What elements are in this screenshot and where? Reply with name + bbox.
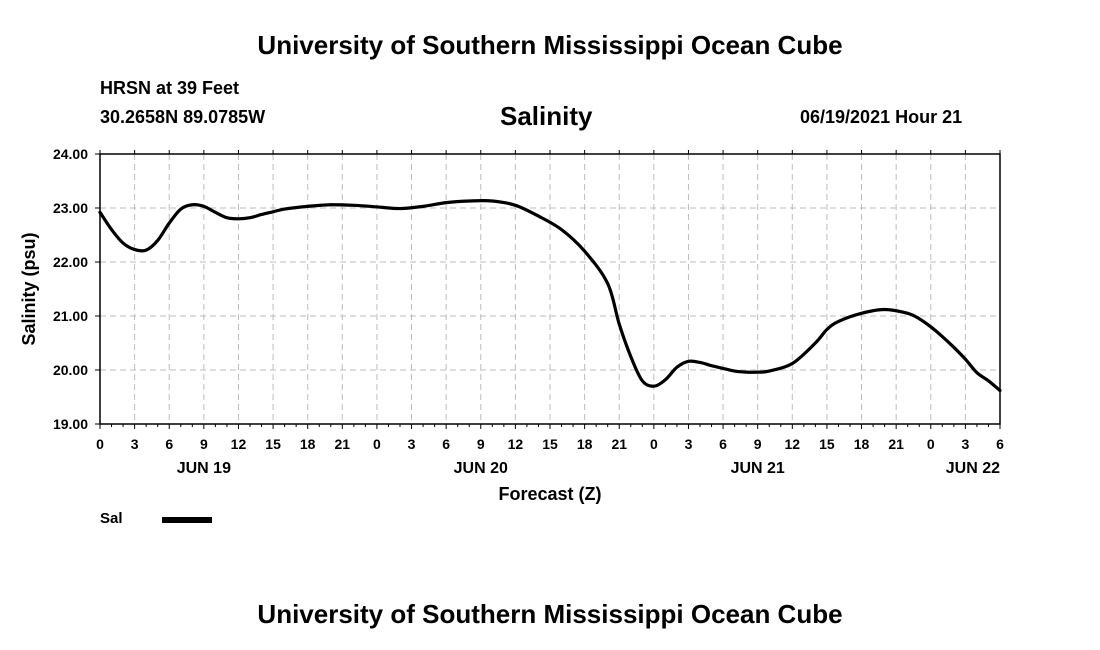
- x-tick-label: 6: [996, 436, 1004, 452]
- x-tick-label: 18: [577, 436, 593, 452]
- y-tick-label: 23.00: [53, 200, 88, 216]
- x-tick-label: 21: [611, 436, 627, 452]
- x-tick-label: 0: [927, 436, 935, 452]
- x-tick-label: 0: [96, 436, 104, 452]
- station-label: HRSN at 39 Feet: [100, 78, 240, 98]
- x-tick-label: 15: [265, 436, 281, 452]
- coordinates-label: 30.2658N 89.0785W: [100, 107, 266, 127]
- x-tick-label: 12: [785, 436, 801, 452]
- x-tick-label: 0: [650, 436, 658, 452]
- x-tick-label: 15: [819, 436, 835, 452]
- tick-labels: 0 3 6 9 12 15 18 21 0 3 6 9 12 15 18 21 0 3 6 9 12 15 18 21 0 3 6 1…: [53, 146, 1004, 477]
- x-tick-label: 9: [754, 436, 762, 452]
- salinity-series-line: [98, 198, 1002, 393]
- y-tick-label: 22.00: [53, 254, 88, 270]
- x-tick-label: 9: [477, 436, 485, 452]
- forecast-date: 06/19/2021 Hour 21: [800, 107, 963, 127]
- y-axis-label: Salinity (psu): [19, 232, 39, 345]
- ticks: [95, 150, 1001, 429]
- top-title: University of Southern Mississippi Ocean…: [257, 30, 843, 60]
- x-tick-label: 0: [373, 436, 381, 452]
- chart-title: Salinity: [500, 101, 593, 131]
- legend-line-swatch: [162, 517, 212, 523]
- y-tick-label: 24.00: [53, 146, 88, 162]
- day-label: JUN 21: [731, 460, 785, 477]
- y-tick-label: 20.00: [53, 362, 88, 378]
- x-tick-label: 6: [165, 436, 173, 452]
- x-tick-label: 15: [542, 436, 558, 452]
- legend-label: Sal: [100, 510, 123, 527]
- x-tick-label: 21: [335, 436, 351, 452]
- x-axis-label: Forecast (Z): [498, 484, 602, 504]
- x-tick-label: 12: [508, 436, 524, 452]
- x-tick-label: 3: [685, 436, 693, 452]
- bottom-title: University of Southern Mississippi Ocean…: [257, 599, 843, 629]
- x-tick-label: 3: [131, 436, 139, 452]
- x-tick-label: 21: [888, 436, 904, 452]
- y-tick-label: 19.00: [53, 416, 88, 432]
- grid: [100, 154, 1000, 424]
- x-tick-label: 9: [200, 436, 208, 452]
- x-tick-label: 18: [854, 436, 870, 452]
- day-label: JUN 19: [177, 460, 231, 477]
- y-tick-label: 21.00: [53, 308, 88, 324]
- x-tick-label: 6: [719, 436, 727, 452]
- x-tick-label: 18: [300, 436, 316, 452]
- day-label: JUN 22: [946, 460, 1000, 477]
- x-tick-label: 12: [231, 436, 247, 452]
- x-tick-label: 6: [442, 436, 450, 452]
- x-tick-label: 3: [961, 436, 969, 452]
- day-label: JUN 20: [454, 460, 508, 477]
- x-tick-label: 3: [408, 436, 416, 452]
